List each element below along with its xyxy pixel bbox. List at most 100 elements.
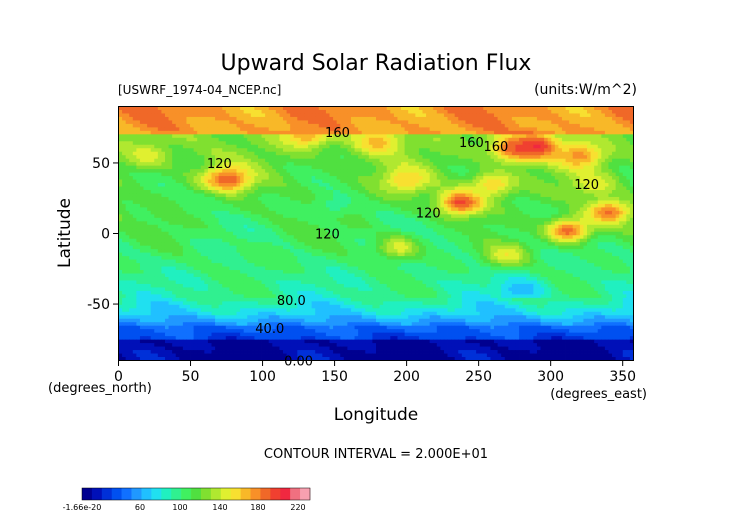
- field-cell: [361, 165, 366, 170]
- field-cell: [447, 144, 452, 149]
- field-cell: [379, 109, 384, 114]
- field-cell: [182, 210, 187, 215]
- field-cell: [257, 137, 262, 142]
- field-cell: [497, 214, 502, 219]
- field-cell: [629, 196, 634, 201]
- field-cell: [225, 190, 230, 194]
- field-cell: [129, 200, 134, 205]
- field-cell: [125, 123, 130, 128]
- field-cell: [164, 200, 169, 205]
- field-cell: [247, 127, 252, 132]
- field-cell: [418, 134, 423, 139]
- field-cell: [604, 217, 609, 222]
- field-cell: [501, 134, 506, 139]
- field-cell: [390, 221, 395, 226]
- field-cell: [483, 176, 488, 180]
- field-cell: [268, 210, 273, 215]
- field-cell: [501, 162, 506, 167]
- field-cell: [222, 214, 227, 219]
- field-cell: [358, 203, 363, 208]
- field-cell: [354, 169, 359, 174]
- field-cell: [318, 141, 323, 146]
- field-cell: [304, 193, 309, 198]
- field-cell: [533, 120, 538, 125]
- field-cell: [386, 176, 391, 180]
- field-cell: [193, 120, 198, 125]
- field-cell: [461, 210, 466, 215]
- field-cell: [347, 137, 352, 142]
- field-cell: [622, 190, 627, 194]
- field-cell: [404, 207, 409, 212]
- field-cell: [157, 130, 162, 135]
- field-cell: [172, 155, 177, 160]
- field-cell: [136, 190, 141, 194]
- field-cell: [526, 196, 531, 201]
- field-cell: [490, 179, 495, 184]
- field-cell: [193, 151, 198, 156]
- field-cell: [161, 186, 166, 191]
- field-cell: [136, 207, 141, 212]
- field-cell: [240, 176, 245, 180]
- field-cell: [147, 224, 152, 229]
- field-cell: [304, 176, 309, 180]
- field-cell: [504, 179, 509, 184]
- field-cell: [186, 196, 191, 201]
- field-cell: [386, 203, 391, 208]
- field-cell: [544, 186, 549, 191]
- field-cell: [626, 144, 631, 149]
- field-cell: [561, 190, 566, 194]
- field-cell: [272, 155, 277, 160]
- field-cell: [365, 109, 370, 114]
- field-cell: [572, 221, 577, 226]
- field-cell: [422, 109, 427, 114]
- field-cell: [147, 141, 152, 146]
- field-cell: [447, 190, 452, 194]
- field-cell: [415, 134, 420, 139]
- field-cell: [197, 113, 202, 118]
- field-cell: [161, 193, 166, 198]
- field-cell: [433, 190, 438, 194]
- field-cell: [383, 137, 388, 142]
- field-cell: [240, 158, 245, 163]
- field-cell: [175, 151, 180, 156]
- field-cell: [197, 130, 202, 135]
- field-cell: [572, 130, 577, 135]
- field-cell: [365, 151, 370, 156]
- field-cell: [272, 190, 277, 194]
- field-cell: [426, 148, 431, 153]
- field-cell: [336, 224, 341, 229]
- field-cell: [157, 200, 162, 205]
- field-cell: [322, 183, 327, 187]
- field-cell: [547, 162, 552, 167]
- field-cell: [333, 221, 338, 226]
- field-cell: [257, 148, 262, 153]
- field-cell: [157, 120, 162, 125]
- field-cell: [136, 130, 141, 135]
- field-cell: [232, 144, 237, 149]
- field-cell: [297, 116, 302, 121]
- field-cell: [376, 130, 380, 135]
- field-cell: [118, 144, 123, 149]
- field-cell: [186, 137, 191, 142]
- field-cell: [440, 183, 445, 187]
- field-cell: [122, 144, 127, 149]
- field-cell: [197, 179, 202, 184]
- field-cell: [515, 165, 520, 170]
- field-cell: [401, 207, 406, 212]
- field-cell: [393, 134, 398, 139]
- field-cell: [415, 127, 420, 132]
- field-cell: [433, 200, 438, 205]
- field-cell: [372, 151, 377, 156]
- field-cell: [494, 176, 498, 180]
- field-cell: [218, 214, 223, 219]
- field-cell: [536, 127, 541, 132]
- field-cell: [490, 148, 495, 153]
- field-cell: [397, 179, 402, 184]
- field-cell: [629, 200, 634, 205]
- field-cell: [522, 190, 527, 194]
- field-cell: [436, 193, 441, 198]
- field-cell: [522, 137, 527, 142]
- field-cell: [118, 106, 123, 111]
- field-cell: [118, 172, 123, 177]
- field-cell: [429, 179, 434, 184]
